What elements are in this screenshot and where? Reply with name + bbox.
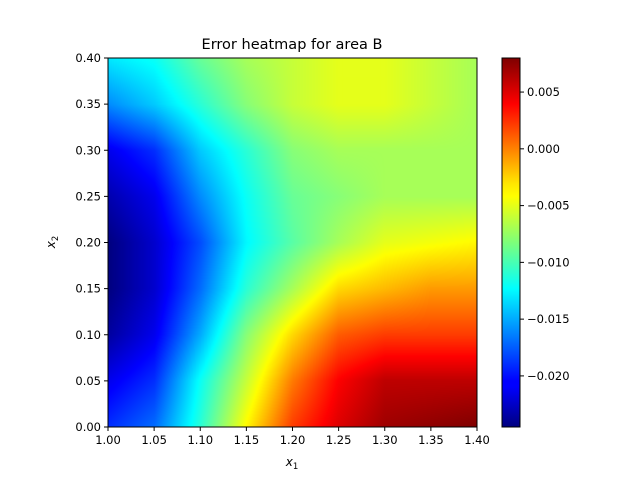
x-tick-label: 1.35 <box>418 433 444 447</box>
colorbar-tick-label: −0.010 <box>527 255 570 269</box>
colorbar-tick-label: −0.005 <box>527 199 570 213</box>
y-tick-label: 0.25 <box>75 189 101 203</box>
colorbar-ticks: 0.005 0.000 −0.005 −0.010 −0.015 −0.020 <box>520 85 570 383</box>
y-axis-label: x2 <box>44 236 61 250</box>
colorbar-tick-label: −0.015 <box>527 312 570 326</box>
colorbar-tick-label: 0.000 <box>527 142 560 156</box>
y-tick-label: 0.05 <box>75 374 101 388</box>
y-tick-label: 0.20 <box>75 236 101 250</box>
x-axis: 1.00 1.05 1.10 1.15 1.20 1.25 1.30 1.35 1.40 <box>95 427 490 447</box>
x-tick-label: 1.20 <box>280 433 306 447</box>
x-tick-label: 1.05 <box>141 433 167 447</box>
chart-title: Error heatmap for area B <box>202 37 383 53</box>
colorbar <box>501 57 521 428</box>
heatmap-image <box>108 58 477 427</box>
x-tick-label: 1.10 <box>187 433 213 447</box>
x-axis-label: x1 <box>285 455 299 472</box>
y-tick-label: 0.15 <box>75 282 101 296</box>
colorbar-tick-label: −0.020 <box>527 369 570 383</box>
x-tick-label: 1.15 <box>234 433 260 447</box>
y-tick-label: 0.30 <box>75 143 101 157</box>
y-tick-label: 0.35 <box>75 97 101 111</box>
x-tick-label: 1.40 <box>464 433 490 447</box>
heatmap-image-container <box>108 58 477 427</box>
x-tick-label: 1.25 <box>326 433 352 447</box>
x-tick-label: 1.00 <box>95 433 121 447</box>
y-tick-label: 0.10 <box>75 328 101 342</box>
y-tick-label: 0.40 <box>75 51 101 65</box>
y-axis: 0.00 0.05 0.10 0.15 0.20 0.25 0.30 0.35 0.40 <box>75 51 108 434</box>
colorbar-tick-label: 0.005 <box>527 85 560 99</box>
x-tick-label: 1.30 <box>372 433 398 447</box>
y-tick-label: 0.00 <box>75 420 101 434</box>
